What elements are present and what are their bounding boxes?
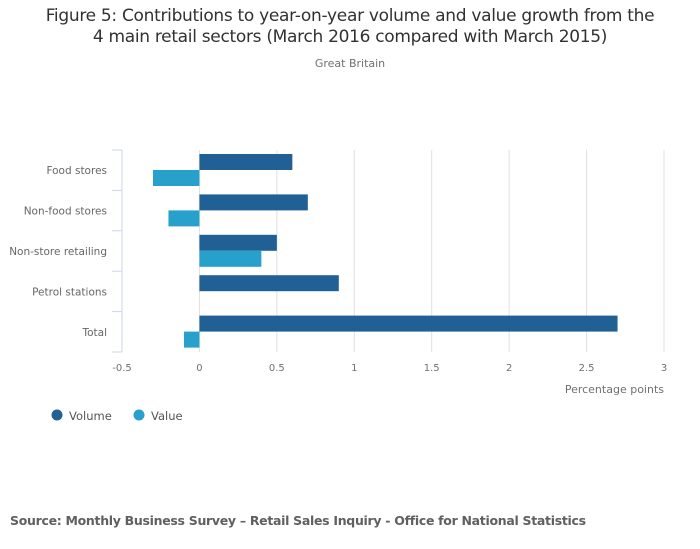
bar-value bbox=[183, 331, 200, 348]
x-tick-label: 1.5 bbox=[424, 363, 440, 374]
category-axis: Food stores Non-food stores Non-store reta… bbox=[9, 149, 123, 353]
category-label: Petrol stations bbox=[32, 286, 107, 298]
x-tick-label: 2 bbox=[506, 363, 512, 374]
bar-volume bbox=[199, 154, 293, 170]
legend: Volume Value bbox=[51, 409, 183, 423]
x-tick-label: 3 bbox=[661, 363, 667, 374]
bar-value bbox=[199, 250, 262, 267]
x-tick-label: 0 bbox=[196, 363, 202, 374]
category-label: Total bbox=[81, 327, 107, 339]
value-axis: -0.5 0 0.5 1 1.5 2 2.5 3 bbox=[112, 363, 667, 374]
legend-marker-volume bbox=[51, 409, 63, 421]
legend-marker-value bbox=[133, 409, 145, 421]
chart-title: Figure 5: Contributions to year-on-year … bbox=[0, 6, 700, 48]
category-label: Food stores bbox=[46, 165, 107, 177]
x-tick-label: 1 bbox=[351, 363, 357, 374]
x-tick-label: -0.5 bbox=[112, 363, 132, 374]
chart-title-line-2: 4 main retail sectors (March 2016 compar… bbox=[92, 27, 608, 47]
bar-volume bbox=[199, 315, 618, 332]
chart-title-line-1: Figure 5: Contributions to year-on-year … bbox=[45, 6, 655, 26]
x-tick-label: 2.5 bbox=[579, 363, 595, 374]
bar-volume bbox=[199, 275, 339, 292]
category-label: Non-food stores bbox=[24, 206, 107, 218]
bar-volume bbox=[199, 194, 308, 211]
bars bbox=[152, 154, 618, 348]
bar-volume bbox=[199, 234, 277, 251]
category-label: Non-store retailing bbox=[9, 246, 107, 258]
legend-label-volume: Volume bbox=[69, 409, 112, 423]
chart-subtitle: Great Britain bbox=[314, 57, 386, 70]
bar-value bbox=[152, 170, 200, 186]
source-note: Source: Monthly Business Survey – Retail… bbox=[10, 513, 586, 528]
legend-label-value: Value bbox=[151, 409, 183, 423]
x-axis-label: Percentage points bbox=[565, 383, 664, 396]
x-tick-label: 0.5 bbox=[269, 363, 285, 374]
bar-value bbox=[168, 210, 200, 227]
